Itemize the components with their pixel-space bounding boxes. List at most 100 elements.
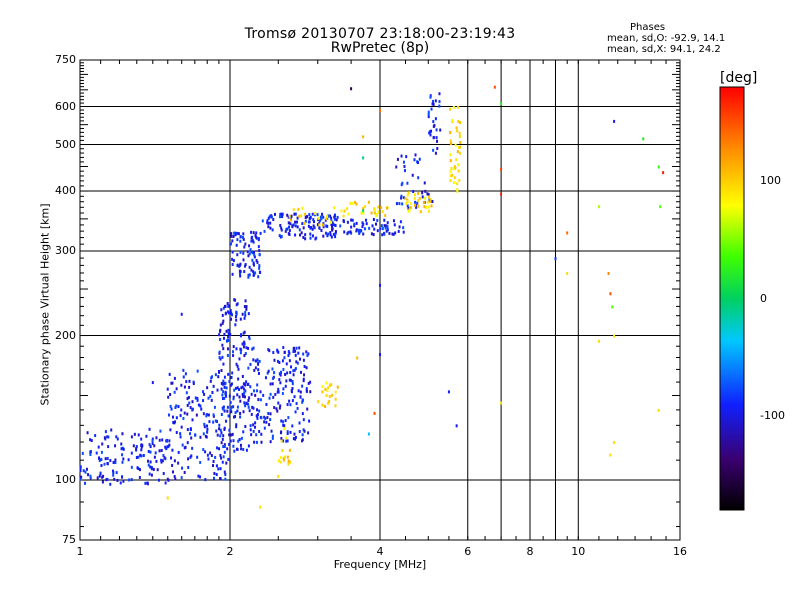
data-point — [81, 451, 84, 455]
data-point — [241, 385, 244, 389]
data-point — [326, 215, 329, 219]
data-point — [271, 434, 274, 438]
data-point — [188, 401, 191, 405]
data-point — [272, 218, 275, 222]
data-point — [379, 283, 381, 287]
data-point — [237, 367, 240, 371]
data-point — [381, 227, 384, 231]
data-point — [243, 245, 246, 249]
data-point — [424, 205, 427, 209]
data-point — [286, 430, 289, 434]
data-point — [351, 202, 354, 206]
data-point — [248, 409, 251, 413]
data-point — [252, 346, 255, 350]
data-point — [289, 378, 292, 382]
data-point — [112, 460, 115, 464]
data-point — [209, 451, 212, 455]
data-point — [255, 359, 258, 363]
data-point — [379, 353, 381, 357]
data-point — [135, 456, 138, 460]
data-point — [189, 406, 192, 410]
data-point — [269, 221, 272, 225]
data-point — [244, 242, 247, 246]
data-point — [235, 362, 238, 366]
data-point — [272, 351, 275, 355]
data-point — [248, 337, 251, 341]
data-point — [327, 232, 330, 236]
data-point — [100, 450, 103, 454]
data-point — [400, 196, 403, 200]
data-point — [283, 350, 286, 354]
data-point — [202, 412, 205, 416]
data-point — [397, 229, 400, 233]
data-point — [280, 370, 283, 374]
data-point — [175, 387, 178, 391]
data-point — [322, 225, 325, 229]
data-point — [396, 157, 399, 161]
data-point — [190, 436, 193, 440]
data-point — [239, 415, 242, 419]
data-point — [295, 346, 298, 350]
data-point — [336, 215, 339, 219]
data-point — [294, 349, 297, 353]
data-point — [259, 231, 262, 235]
data-point — [220, 441, 223, 445]
data-point — [99, 472, 102, 476]
data-point — [334, 231, 337, 235]
y-tick-label: 100 — [55, 473, 76, 487]
data-point — [150, 473, 153, 477]
data-point — [239, 399, 242, 403]
data-point — [334, 235, 337, 239]
data-point — [292, 369, 295, 373]
data-point — [456, 182, 459, 186]
data-point — [455, 158, 458, 162]
data-point — [261, 219, 264, 223]
data-point — [87, 473, 90, 477]
data-point — [82, 469, 85, 473]
data-point — [282, 368, 285, 372]
data-point — [331, 227, 334, 231]
data-point — [216, 388, 219, 392]
data-point — [438, 100, 441, 104]
data-point — [249, 248, 252, 252]
data-point — [260, 440, 263, 444]
data-point — [256, 416, 259, 420]
data-point — [115, 435, 118, 439]
data-point — [113, 477, 116, 481]
data-point — [301, 400, 304, 404]
data-point — [226, 447, 229, 451]
data-point — [107, 435, 110, 439]
data-point — [89, 476, 92, 480]
data-point — [130, 435, 133, 439]
data-point — [429, 199, 432, 203]
data-point — [255, 259, 258, 263]
data-point — [251, 239, 254, 243]
data-point — [293, 346, 296, 350]
data-point — [223, 375, 226, 379]
data-point — [386, 206, 389, 210]
data-point — [289, 370, 292, 374]
data-point — [97, 445, 100, 449]
data-point — [258, 430, 261, 434]
data-point — [268, 396, 271, 400]
data-point — [335, 218, 338, 222]
data-point — [409, 206, 412, 210]
data-point — [325, 224, 328, 228]
data-point — [236, 447, 239, 451]
data-point — [329, 231, 332, 235]
data-point — [316, 213, 319, 217]
data-point — [96, 476, 99, 480]
data-point — [399, 220, 402, 224]
data-point — [306, 354, 309, 358]
data-point — [244, 263, 247, 267]
data-point — [434, 117, 437, 121]
data-point — [244, 352, 247, 356]
data-point — [220, 413, 223, 417]
data-point — [177, 461, 180, 465]
data-point — [121, 460, 124, 464]
data-point — [597, 339, 600, 343]
data-point — [294, 212, 297, 216]
data-point — [236, 263, 239, 267]
data-point — [280, 226, 283, 230]
data-point — [329, 383, 332, 387]
